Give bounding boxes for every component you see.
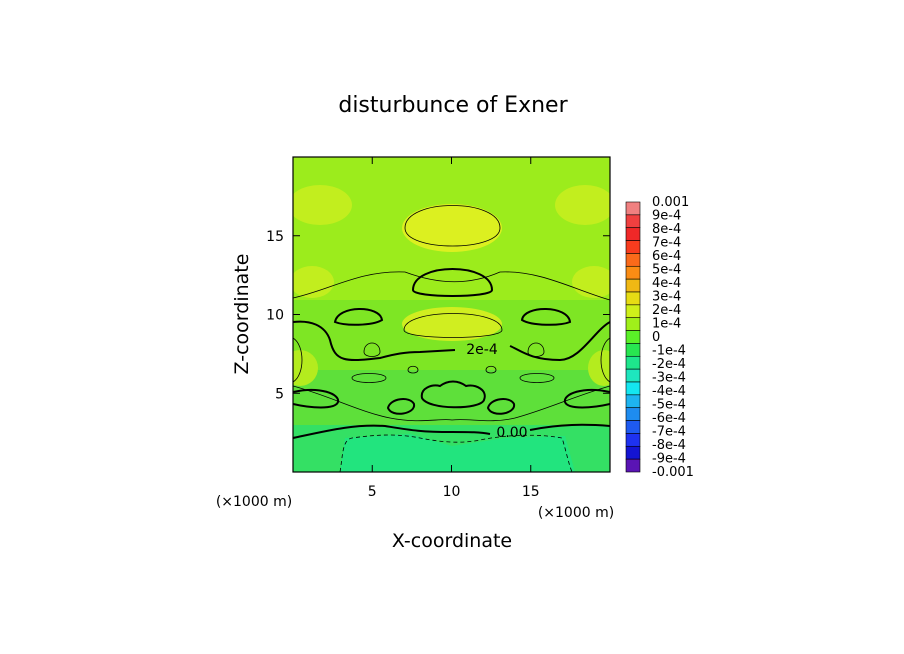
colorbar-label: -2e-4	[652, 357, 686, 372]
band-lower	[293, 370, 610, 425]
colorbar-label: 0.001	[652, 195, 689, 210]
contour-right-cluster	[486, 398, 515, 415]
colorbar-label: 3e-4	[652, 290, 681, 305]
x-tick-label: 5	[368, 484, 377, 500]
contour-right-small	[527, 342, 545, 357]
colorbar-label: -9e-4	[652, 452, 686, 467]
chart-title: disturbunce of Exner	[338, 93, 568, 118]
high-top	[402, 204, 502, 252]
high-right-top	[555, 185, 610, 225]
contour-small-center-right	[485, 365, 497, 374]
colorbar-swatch	[625, 407, 641, 421]
colorbar-label: 8e-4	[652, 222, 681, 237]
contour-top	[404, 205, 501, 247]
x-unit-right: (×1000 m)	[538, 505, 614, 521]
x-tick-label: 10	[443, 484, 461, 500]
colorbar-swatch	[625, 330, 641, 344]
contour-2e4	[293, 320, 610, 362]
colorbar-swatch	[625, 420, 641, 434]
colorbar-swatch	[625, 253, 641, 267]
colorbar-swatch	[625, 445, 641, 460]
contour-mid	[403, 313, 503, 338]
contour-label-2e4: 2e-4	[466, 342, 498, 358]
colorbar-label: 1e-4	[652, 317, 681, 332]
y-tick-label: 10	[266, 308, 284, 324]
contour-label-zero: 0.00	[496, 425, 527, 441]
contour-zero	[293, 423, 610, 439]
colorbar-label: -8e-4	[652, 438, 686, 453]
contour-left-lower-lobe	[293, 388, 340, 409]
colorbar-swatch	[625, 317, 641, 331]
colorbar-swatch	[625, 343, 641, 357]
colorbar-label: 7e-4	[652, 236, 681, 251]
colorbar-label: 2e-4	[652, 303, 681, 318]
x-axis-label: X-coordinate	[392, 530, 512, 552]
colorbar-label: -6e-4	[652, 411, 686, 426]
y-tick-label: 15	[266, 229, 284, 245]
contour-upper-band	[293, 271, 610, 301]
colorbar-label: -1e-4	[652, 344, 686, 359]
contour-right-mid	[519, 373, 555, 383]
colorbar-swatch	[625, 394, 641, 409]
x-tick-label: 15	[522, 484, 540, 500]
contour-left-cluster	[386, 398, 415, 415]
colorbar-label: -3e-4	[652, 371, 686, 386]
colorbar-swatch	[625, 368, 641, 383]
colorbar-swatch	[625, 201, 641, 216]
contour-lower-band	[293, 385, 610, 422]
colorbar-label: -5e-4	[652, 398, 686, 413]
band-negative	[340, 434, 575, 472]
colorbar-swatch	[625, 291, 641, 306]
contour-left-small	[363, 342, 381, 357]
y-tick-label: 5	[275, 386, 284, 402]
contour-left-edge	[293, 337, 303, 383]
colorbar-label: 9e-4	[652, 209, 681, 224]
colorbar: 0.0019e-48e-47e-46e-45e-44e-43e-42e-41e-…	[625, 195, 694, 480]
colorbar-label: 6e-4	[652, 249, 681, 264]
high-left-top	[293, 185, 352, 225]
colorbar-label: 5e-4	[652, 263, 681, 278]
high-right-bot	[588, 350, 610, 386]
contour-right-edge	[600, 337, 610, 383]
colorbar-label: -0.001	[652, 465, 694, 480]
colorbar-label: 4e-4	[652, 276, 681, 291]
contour-right-lower-lobe	[563, 388, 610, 409]
contour-left-mid	[351, 373, 387, 383]
contour-small-center-left	[407, 365, 419, 374]
colorbar-swatch	[625, 381, 641, 396]
colorbar-label: -4e-4	[652, 384, 686, 399]
y-axis-label: Z-coordinate	[231, 254, 253, 375]
contour-right-lobe	[520, 308, 572, 326]
x-unit-left: (×1000 m)	[216, 494, 292, 510]
contour-left-lobe	[333, 308, 384, 326]
high-left-mid	[293, 266, 334, 298]
colorbar-label: 0	[652, 330, 660, 345]
colorbar-swatch	[625, 458, 641, 473]
contour-center-cluster	[420, 380, 486, 409]
colorbar-swatch	[625, 304, 641, 319]
colorbar-swatch	[625, 214, 641, 229]
y-axis-ticks: 5 10 15	[266, 229, 610, 402]
x-axis-ticks: 5 10 15	[368, 157, 540, 500]
colorbar-swatch	[625, 278, 641, 293]
colorbar-swatch	[625, 433, 641, 447]
colorbar-label: -7e-4	[652, 425, 686, 440]
colorbar-swatch	[625, 265, 641, 280]
colorbar-swatch	[625, 227, 641, 241]
plot-area	[293, 157, 610, 472]
contour-upper-center	[411, 268, 494, 297]
high-left-bot	[293, 350, 318, 386]
contour-negative-dashed	[339, 434, 573, 472]
colorbar-swatch	[625, 355, 641, 370]
contour-lines	[293, 205, 610, 472]
colorbar-swatch	[625, 240, 641, 254]
